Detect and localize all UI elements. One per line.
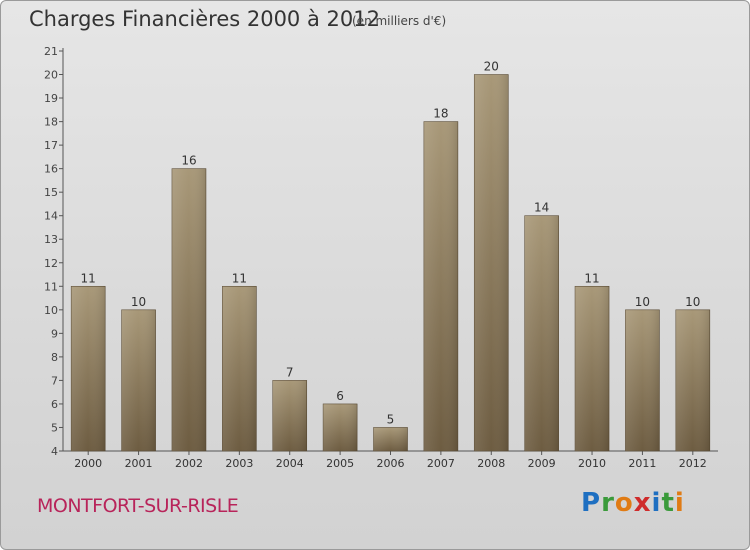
- data-label: 14: [534, 201, 549, 215]
- x-tick-label: 2003: [225, 457, 253, 470]
- data-label: 7: [286, 365, 294, 379]
- bar-shine: [423, 121, 458, 452]
- data-label: 18: [433, 107, 448, 121]
- data-label: 5: [387, 412, 395, 426]
- x-tick-label: 2011: [628, 457, 656, 470]
- label-layer: 2000 11 2001 10 2002 16 2003 11 2004 7 2005 6 2006 5 2…: [74, 60, 707, 470]
- bar-shine: [71, 286, 106, 451]
- x-tick-label: 2006: [377, 457, 405, 470]
- y-tick-label: 17: [44, 139, 58, 152]
- bar-shine: [524, 215, 559, 451]
- x-tick-label: 2001: [125, 457, 153, 470]
- logo-letter: i: [674, 488, 685, 518]
- bar-shine: [575, 286, 610, 451]
- x-tick-label: 2012: [679, 457, 707, 470]
- logo-letter: t: [661, 488, 675, 518]
- y-tick-label: 19: [44, 92, 58, 105]
- data-label: 10: [635, 295, 650, 309]
- x-tick-label: 2008: [477, 457, 505, 470]
- data-label: 10: [685, 295, 700, 309]
- y-tick-label: 11: [44, 280, 58, 293]
- logo-letter: x: [633, 488, 652, 518]
- bar-shine: [121, 309, 156, 451]
- y-tick-label: 4: [51, 445, 58, 458]
- chart-title: Charges Financières 2000 à 2012: [29, 7, 380, 31]
- data-label: 10: [131, 295, 146, 309]
- bar-shine: [222, 286, 257, 451]
- y-tick-label: 8: [51, 351, 58, 364]
- bar-shine: [272, 380, 307, 451]
- x-tick-label: 2002: [175, 457, 203, 470]
- logo-letter: P: [581, 488, 602, 518]
- bar-shine: [675, 309, 710, 451]
- y-tick-label: 6: [51, 398, 58, 411]
- y-tick-label: 5: [51, 421, 58, 434]
- y-tick-label: 13: [44, 233, 58, 246]
- y-tick-label: 15: [44, 186, 58, 199]
- x-tick-label: 2004: [276, 457, 304, 470]
- data-label: 6: [336, 389, 344, 403]
- logo-letter: i: [651, 488, 662, 518]
- logo-letter: o: [614, 488, 634, 518]
- y-tick-label: 20: [44, 69, 58, 82]
- proxiti-logo: Proxiti: [581, 488, 685, 518]
- x-tick-label: 2007: [427, 457, 455, 470]
- city-name: MONTFORT-SUR-RISLE: [37, 495, 239, 517]
- bar-layer: [70, 74, 711, 452]
- y-tick-label: 14: [44, 210, 58, 223]
- y-tick-label: 7: [51, 374, 58, 387]
- y-tick-label: 18: [44, 116, 58, 129]
- bar-shine: [474, 74, 509, 451]
- data-label: 20: [484, 60, 499, 74]
- bar-shine: [323, 403, 358, 451]
- x-tick-label: 2000: [74, 457, 102, 470]
- y-tick-label: 12: [44, 257, 58, 270]
- data-label: 11: [232, 271, 247, 285]
- data-label: 11: [81, 271, 96, 285]
- x-tick-label: 2005: [326, 457, 354, 470]
- y-tick-label: 16: [44, 163, 58, 176]
- bar-shine: [625, 309, 660, 451]
- x-tick-label: 2010: [578, 457, 606, 470]
- bar-shine: [171, 168, 206, 451]
- data-label: 11: [584, 271, 599, 285]
- y-tick-label: 21: [44, 45, 58, 58]
- y-tick-label: 10: [44, 304, 58, 317]
- bar-shine: [373, 427, 408, 451]
- chart-subtitle: (en milliers d'€): [352, 14, 447, 28]
- x-tick-label: 2009: [528, 457, 556, 470]
- y-tick-label: 9: [51, 327, 58, 340]
- data-label: 16: [181, 154, 196, 168]
- logo-letter: r: [601, 488, 615, 518]
